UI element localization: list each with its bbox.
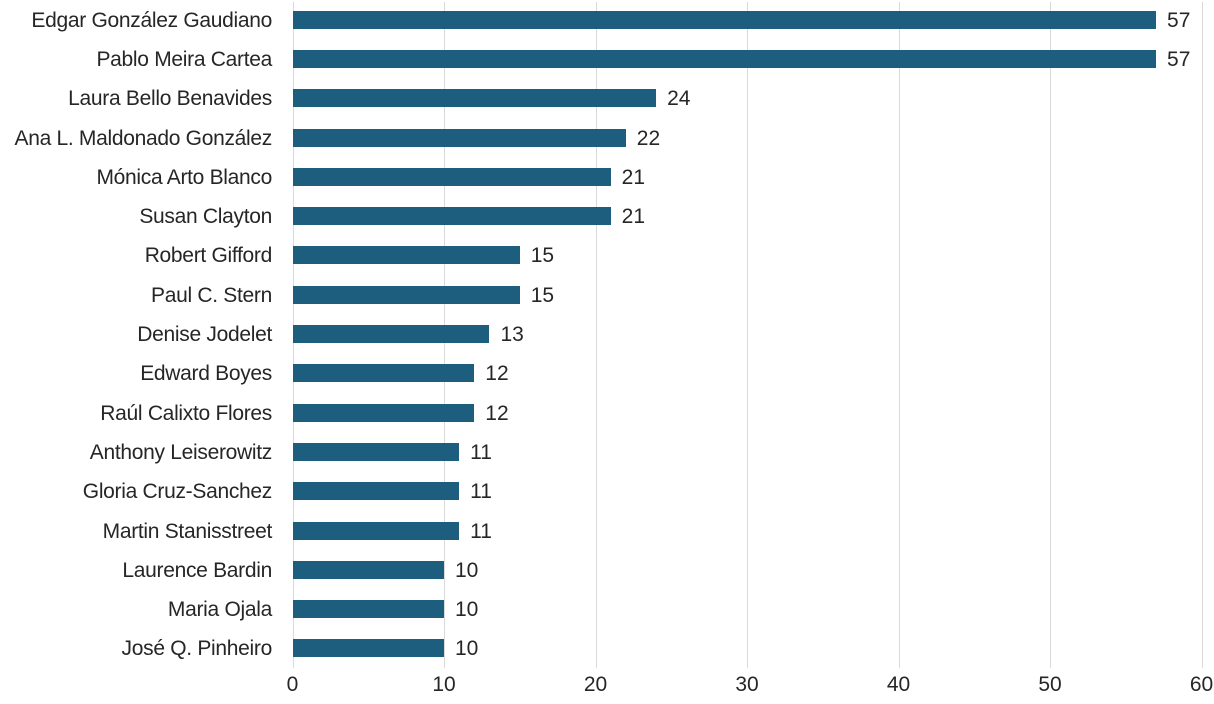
bar [292, 364, 475, 383]
x-axis-tick-label: 10 [432, 673, 456, 696]
bar [292, 639, 444, 658]
bar [292, 207, 611, 226]
value-label: 15 [530, 283, 555, 307]
category-label: Susan Clayton [139, 205, 272, 229]
x-axis-tick-label: 40 [886, 673, 911, 696]
value-label: 11 [470, 480, 492, 504]
gridline-x-30 [747, 2, 748, 668]
value-label: 10 [455, 558, 479, 582]
value-label: 10 [455, 598, 479, 622]
bar [292, 521, 460, 540]
category-label: Robert Gifford [144, 244, 273, 268]
category-label: Gloria Cruz-Sanchez [82, 480, 273, 504]
bar [292, 167, 611, 186]
value-label: 24 [667, 87, 691, 111]
value-label: 21 [621, 205, 645, 229]
bar [292, 285, 520, 304]
bar [292, 600, 444, 619]
gridline-x-60 [1201, 2, 1203, 668]
value-label: 22 [636, 126, 661, 150]
value-label: 11 [470, 440, 492, 464]
bar [292, 89, 657, 108]
category-label: Denise Jodelet [137, 323, 272, 347]
category-label: Edward Boyes [140, 362, 272, 386]
x-axis-tick-label: 30 [735, 673, 759, 696]
bar [292, 442, 460, 461]
value-label: 15 [530, 244, 555, 268]
bar [292, 403, 475, 422]
gridline-x-50 [1050, 2, 1051, 668]
x-axis-tick-label: 50 [1038, 673, 1062, 696]
category-label: Laurence Bardin [122, 558, 272, 582]
bar [292, 49, 1157, 68]
gridline-x-20 [595, 2, 597, 668]
category-label: Laura Bello Benavides [68, 87, 272, 111]
gridline-x-40 [898, 2, 900, 668]
category-label: Martin Stanisstreet [102, 519, 273, 543]
category-label: Paul C. Stern [151, 283, 272, 307]
category-label: Ana L. Maldonado González [14, 126, 272, 150]
bar [292, 10, 1157, 29]
category-label: Maria Ojala [167, 598, 272, 622]
x-axis-tick-label: 0 [286, 673, 299, 696]
value-label: 13 [500, 323, 524, 347]
category-label: Edgar González Gaudiano [31, 8, 272, 32]
category-label: Anthony Leiserowitz [89, 440, 273, 464]
bar [292, 325, 490, 344]
value-label: 11 [470, 519, 492, 543]
value-label: 21 [621, 165, 645, 189]
value-label: 57 [1167, 47, 1191, 71]
bar [292, 482, 460, 501]
bar [292, 128, 626, 147]
x-axis-tick-label: 60 [1189, 673, 1214, 696]
value-label: 12 [485, 362, 509, 386]
value-label: 57 [1167, 8, 1191, 32]
category-label: Raúl Calixto Flores [100, 401, 272, 425]
category-label: José Q. Pinheiro [121, 637, 273, 661]
x-axis-tick-label: 20 [583, 673, 608, 696]
category-label: Mónica Arto Blanco [96, 165, 272, 189]
bar [292, 246, 520, 265]
value-label: 12 [485, 401, 509, 425]
value-label: 10 [455, 637, 479, 661]
bar [292, 560, 444, 579]
category-label: Pablo Meira Cartea [96, 47, 272, 71]
